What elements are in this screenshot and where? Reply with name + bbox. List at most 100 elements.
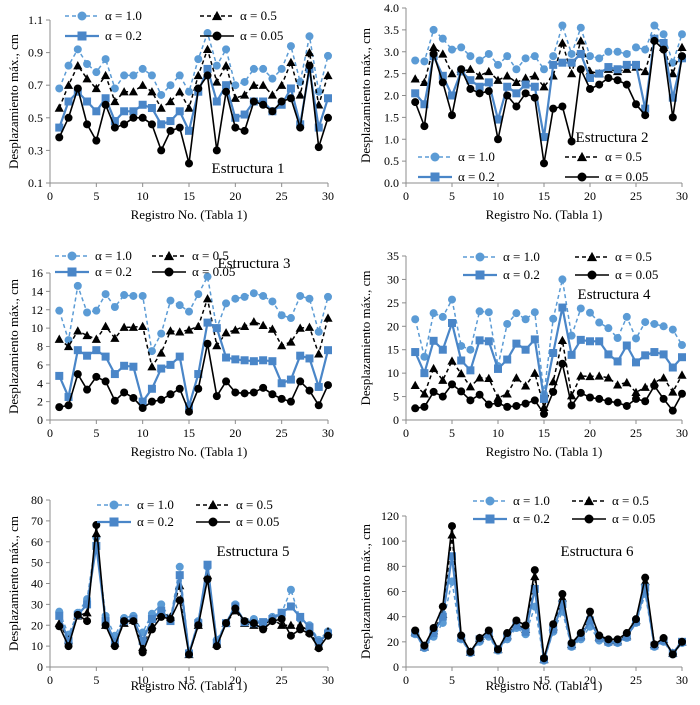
x-tick-label: 20 (229, 189, 241, 203)
data-point (240, 77, 249, 86)
data-point (83, 351, 92, 360)
data-point (82, 330, 92, 340)
data-point (549, 348, 558, 357)
data-point (222, 619, 231, 628)
data-point (212, 61, 221, 70)
data-point (558, 102, 567, 111)
y-tick-label: 1.0 (384, 132, 399, 146)
data-point (203, 272, 212, 281)
legend-marker (67, 267, 77, 277)
legend-label: α = 0.2 (458, 169, 495, 184)
data-point (567, 401, 576, 410)
data-point (512, 339, 521, 348)
data-point (484, 337, 493, 346)
data-point (613, 334, 622, 342)
data-point (286, 94, 295, 103)
data-point (650, 36, 659, 45)
data-point (73, 346, 82, 355)
data-point (54, 103, 64, 112)
legend-label: α = 0.5 (192, 248, 229, 263)
data-point (175, 301, 184, 310)
data-point (212, 97, 221, 106)
data-point (659, 394, 668, 403)
data-point (521, 621, 530, 630)
data-point (120, 361, 129, 370)
data-point (641, 111, 650, 120)
x-tick-label: 0 (403, 673, 409, 687)
data-point (475, 82, 484, 91)
data-point (138, 291, 147, 300)
data-point (277, 80, 287, 89)
x-tick-label: 15 (538, 189, 550, 203)
data-point (324, 292, 332, 301)
data-point (668, 406, 677, 415)
data-point (175, 87, 185, 96)
data-point (157, 146, 166, 155)
legend-label: α = 0.2 (137, 514, 174, 529)
data-point (457, 43, 466, 52)
y-axis-label: Desplazamiento máx., cm (6, 516, 21, 651)
data-point (595, 337, 604, 346)
data-point (138, 80, 148, 89)
data-point (677, 42, 687, 52)
chart-title: Estructura 3 (218, 256, 291, 272)
data-point (157, 606, 166, 615)
x-tick-label: 15 (538, 673, 550, 687)
data-point (184, 325, 194, 334)
data-point (54, 334, 64, 343)
data-point (92, 107, 101, 116)
data-point (166, 360, 175, 369)
data-point (55, 403, 64, 412)
data-point (82, 608, 92, 617)
data-point (128, 87, 138, 96)
data-point (567, 639, 576, 648)
data-point (576, 65, 585, 74)
data-point (595, 80, 604, 89)
x-tick-label: 25 (276, 426, 288, 440)
data-point (249, 619, 258, 628)
data-point (156, 103, 166, 112)
x-tick-label: 0 (47, 426, 53, 440)
data-point (604, 47, 613, 56)
data-point (540, 394, 548, 403)
data-point (678, 389, 686, 398)
data-point (286, 42, 295, 51)
y-tick-label: 15 (387, 343, 399, 357)
data-point (259, 100, 268, 109)
y-tick-label: 80 (387, 559, 399, 573)
data-point (91, 83, 101, 93)
data-point (203, 64, 212, 73)
data-point (221, 328, 231, 337)
data-point (286, 585, 295, 594)
data-point (240, 356, 249, 365)
data-point (314, 644, 323, 653)
data-point (202, 294, 213, 303)
data-point (429, 387, 438, 396)
legend-marker (583, 495, 595, 506)
x-axis-label: Registro No. (Tabla 1) (486, 678, 603, 693)
data-point (185, 650, 193, 659)
data-point (429, 42, 439, 52)
data-point (157, 120, 166, 129)
data-point (194, 370, 203, 379)
data-point (286, 397, 295, 406)
data-point (558, 275, 567, 284)
legend-label: α = 0.05 (192, 264, 235, 279)
data-point (240, 292, 249, 301)
data-point (576, 388, 585, 397)
data-point (73, 61, 83, 70)
data-point (632, 60, 640, 69)
legend-label: α = 0.2 (513, 511, 550, 526)
data-point (63, 80, 74, 89)
x-axis-label: Registro No. (Tabla 1) (486, 444, 603, 459)
data-point (194, 384, 203, 393)
data-point (678, 353, 686, 362)
data-point (475, 634, 484, 643)
data-point (512, 401, 521, 410)
legend-label: α = 1.0 (105, 8, 142, 23)
data-point (668, 387, 678, 396)
data-point (277, 614, 286, 623)
data-point (120, 388, 129, 397)
legend-marker (584, 514, 594, 524)
